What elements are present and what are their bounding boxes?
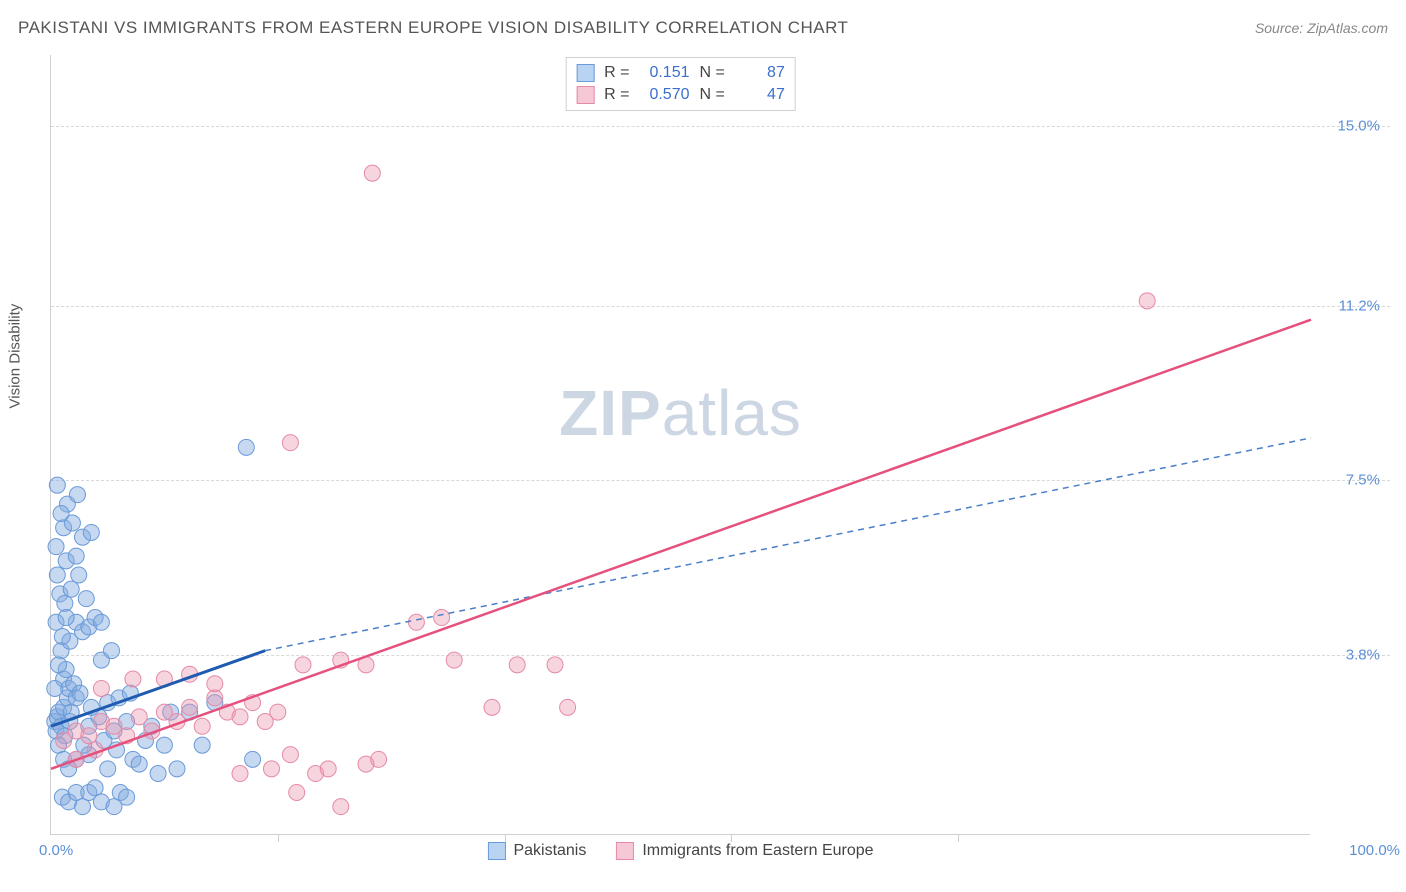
data-point <box>69 487 85 503</box>
legend-item: Pakistanis <box>487 842 586 860</box>
x-tick-max: 100.0% <box>1349 842 1400 859</box>
legend-swatch <box>487 842 505 860</box>
data-point <box>68 548 84 564</box>
data-point <box>295 657 311 673</box>
scatter-chart: ZIPatlas 3.8%7.5%11.2%15.0% R =0.151N =8… <box>50 55 1310 835</box>
data-point <box>1139 293 1155 309</box>
data-point <box>58 610 74 626</box>
legend-label: Pakistanis <box>513 842 586 860</box>
data-point <box>264 761 280 777</box>
data-point <box>560 699 576 715</box>
data-point <box>182 699 198 715</box>
x-tick-mark <box>505 834 506 842</box>
source-attribution: Source: ZipAtlas.com <box>1255 20 1388 36</box>
data-point <box>83 524 99 540</box>
data-point <box>408 614 424 630</box>
data-point <box>71 567 87 583</box>
data-point <box>63 581 79 597</box>
data-point <box>57 595 73 611</box>
x-tick-mark <box>958 834 959 842</box>
data-point <box>93 614 109 630</box>
data-point <box>48 539 64 555</box>
data-point <box>484 699 500 715</box>
data-point <box>150 766 166 782</box>
data-point <box>194 737 210 753</box>
y-axis-label: Vision Disability <box>7 304 24 409</box>
data-point <box>75 799 91 815</box>
data-point <box>49 477 65 493</box>
data-point <box>194 718 210 734</box>
data-point <box>51 657 67 673</box>
data-point <box>103 643 119 659</box>
data-point <box>333 799 349 815</box>
legend-item: Immigrants from Eastern Europe <box>616 842 873 860</box>
data-point <box>169 761 185 777</box>
data-point <box>131 709 147 725</box>
legend-label: Immigrants from Eastern Europe <box>642 842 873 860</box>
data-point <box>47 680 63 696</box>
data-point <box>54 628 70 644</box>
data-point <box>207 676 223 692</box>
data-point <box>87 780 103 796</box>
x-tick-mark <box>731 834 732 842</box>
data-point <box>93 680 109 696</box>
data-point <box>547 657 563 673</box>
data-point <box>53 506 69 522</box>
y-tick-label: 11.2% <box>1339 297 1380 314</box>
data-point <box>81 728 97 744</box>
y-tick-label: 15.0% <box>1337 117 1380 134</box>
legend-swatch <box>616 842 634 860</box>
data-point <box>72 685 88 701</box>
trend-line <box>51 320 1311 769</box>
data-point <box>232 766 248 782</box>
data-point <box>270 704 286 720</box>
y-tick-label: 3.8% <box>1346 647 1380 664</box>
data-point <box>245 751 261 767</box>
data-point <box>282 435 298 451</box>
data-point <box>232 709 248 725</box>
data-point <box>119 789 135 805</box>
page-title: PAKISTANI VS IMMIGRANTS FROM EASTERN EUR… <box>18 18 848 38</box>
data-point <box>78 591 94 607</box>
plot-canvas <box>51 55 1310 834</box>
data-point <box>364 165 380 181</box>
data-point <box>125 671 141 687</box>
data-point <box>238 439 254 455</box>
x-tick-mark <box>278 834 279 842</box>
data-point <box>100 761 116 777</box>
data-point <box>207 690 223 706</box>
data-point <box>434 610 450 626</box>
data-point <box>131 756 147 772</box>
data-point <box>509 657 525 673</box>
y-tick-label: 7.5% <box>1346 472 1380 489</box>
data-point <box>49 567 65 583</box>
data-point <box>446 652 462 668</box>
data-point <box>320 761 336 777</box>
series-legend: Pakistanis Immigrants from Eastern Europe <box>487 842 873 860</box>
x-tick-min: 0.0% <box>39 842 73 859</box>
data-point <box>371 751 387 767</box>
data-point <box>156 737 172 753</box>
data-point <box>289 784 305 800</box>
data-point <box>282 747 298 763</box>
